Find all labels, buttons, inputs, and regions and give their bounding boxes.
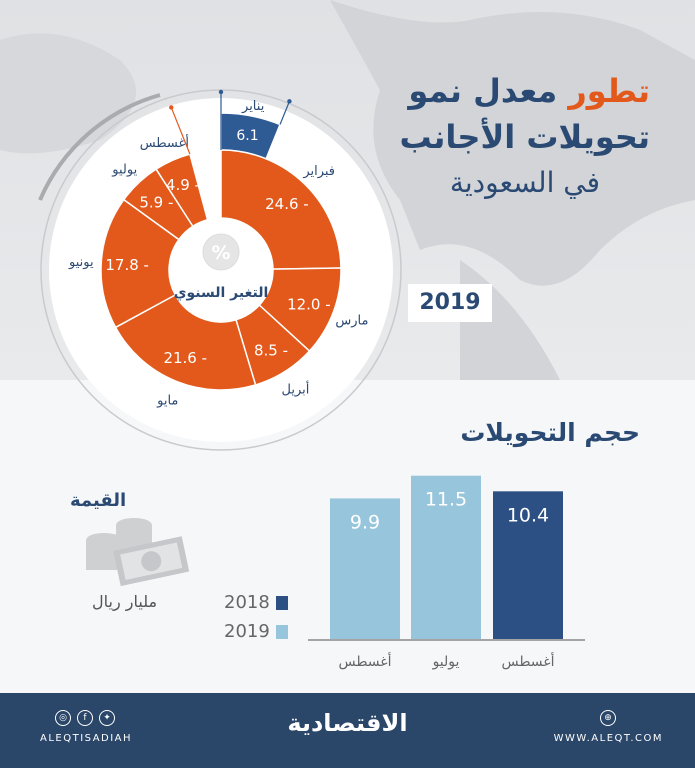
bar (493, 491, 563, 639)
slice-value-label: 24.6 - (265, 195, 309, 213)
slice-value-label: 21.6 - (163, 349, 207, 367)
title-line-3: في السعودية (449, 166, 600, 199)
year-badge: 2019 (408, 284, 492, 322)
title-rest: معدل نمو (408, 72, 558, 110)
slice-value-label: 5.9 - (139, 194, 173, 212)
title-line-2: تحويلات الأجانب (399, 118, 650, 156)
website-link[interactable]: WWW.ALEQT.COM (553, 733, 663, 744)
slice-category-label: يونيو (68, 255, 94, 270)
leader-dot (169, 105, 174, 110)
slice-value-label: 8.5 - (254, 342, 288, 360)
donut-center-label: التغير السنوي (174, 285, 269, 302)
leader-dot (287, 99, 292, 104)
legend-item-2019: 2019 (224, 621, 288, 642)
globe-icon[interactable]: ⊕ (600, 710, 616, 726)
slice-value-label: 4.9 - (166, 176, 200, 194)
bar (411, 475, 481, 639)
legend-swatch-2018 (275, 595, 288, 610)
slice-value-label: 6.1 (236, 128, 258, 144)
donut-chart: 6.1 يناير 24.6 - فبراير 12.0 - مارس 8.5 - أبريل… (38, 89, 402, 451)
brand-logo: الاقتصادية (287, 709, 408, 737)
slice-category-label: يوليو (111, 162, 137, 177)
bar-category-label: أغسطس (501, 652, 554, 670)
legend-item-2018: 2018 (224, 592, 288, 613)
slice-value-label: 12.0 - (287, 295, 331, 313)
legend-swatch-2019 (275, 624, 288, 639)
bar-category-label: أغسطس (338, 652, 391, 670)
twitter-icon[interactable]: ✦ (99, 710, 115, 726)
slice-category-label: فبراير (302, 164, 335, 179)
legend-label-2019: 2019 (224, 621, 270, 642)
title-line-1: تطور معدل نمو (408, 72, 650, 110)
donut-slice (114, 293, 257, 391)
bar (330, 498, 400, 639)
bar-value-label: 9.9 (350, 511, 380, 533)
bar-chart: 10.4 أغسطس 11.5 يوليو 9.9 أغسطس (308, 475, 585, 670)
slice-value-label: 17.8 - (105, 256, 149, 274)
bar-category-label: يوليو (432, 654, 460, 670)
legend-label-2018: 2018 (224, 592, 270, 613)
slice-category-label: يناير (241, 99, 265, 114)
leader-line (279, 101, 290, 125)
facebook-icon[interactable]: f (77, 710, 93, 726)
instagram-icon[interactable]: ◎ (55, 710, 71, 726)
section-title: حجم التحويلات (460, 418, 640, 447)
footer: ◎ f ✦ ALEQTISADIAH الاقتصادية ⊕ WWW.ALEQ… (0, 693, 695, 768)
title-highlight: تطور (568, 72, 650, 110)
percent-icon (202, 233, 240, 271)
value-label: القيمة (70, 490, 127, 511)
unit-label: مليار ريال (92, 592, 158, 611)
bar-value-label: 10.4 (507, 504, 549, 526)
percent-icon-glyph: % (211, 242, 230, 264)
decorative-arc (38, 93, 161, 201)
bar-value-label: 11.5 (425, 489, 467, 511)
leader-line (170, 107, 191, 155)
social-handle[interactable]: ALEQTISADIAH (40, 733, 133, 744)
slice-category-label: مايو (156, 393, 178, 408)
leader-dot (218, 89, 224, 95)
slice-category-label: مارس (335, 314, 368, 329)
money-icon (86, 518, 190, 587)
slice-category-label: أبريل (282, 381, 310, 398)
slice-category-label: أغسطس (140, 134, 189, 151)
